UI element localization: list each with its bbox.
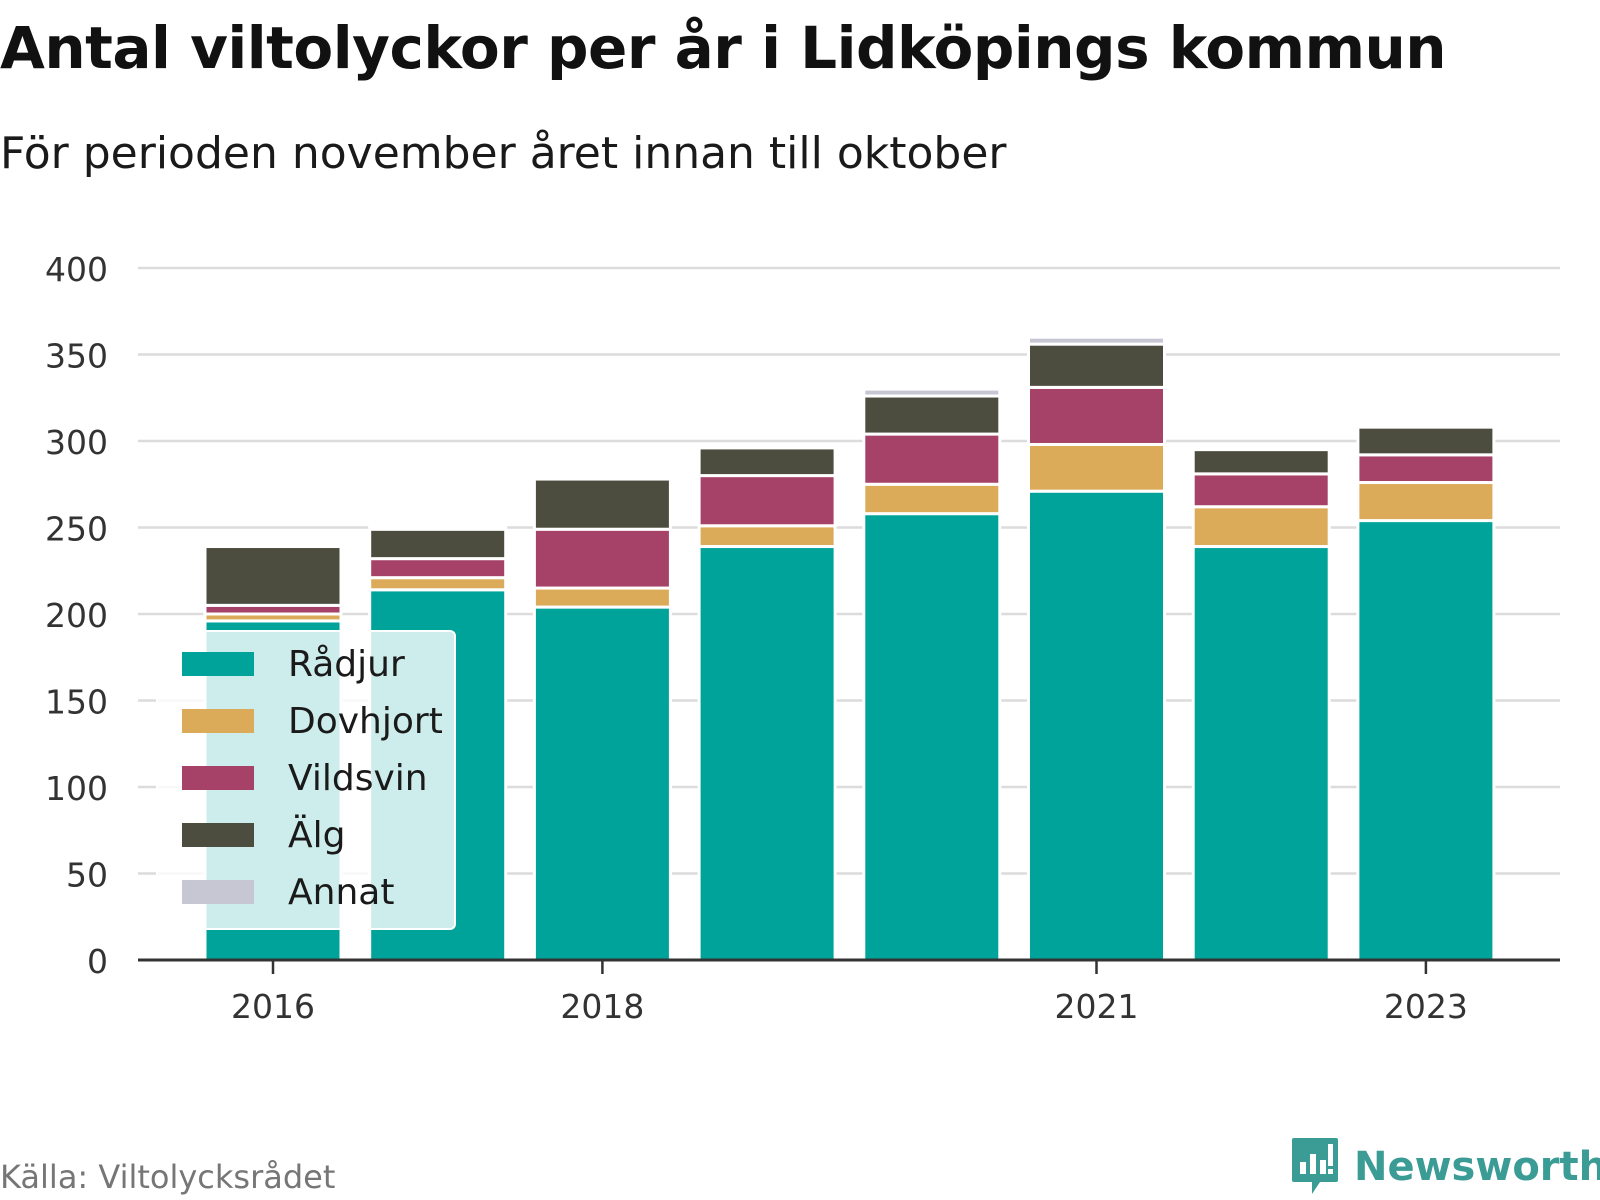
chart-title: Antal viltolyckor per år i Lidköpings ko… <box>0 14 1447 82</box>
y-tick-label: 50 <box>66 856 108 895</box>
bar-segment <box>697 524 837 549</box>
legend-swatch <box>182 766 254 790</box>
bar-segment <box>1027 342 1166 389</box>
legend-item: Älg <box>182 814 346 856</box>
x-tick-label: 2021 <box>1055 987 1139 1026</box>
legend-label: Vildsvin <box>288 757 428 799</box>
bar-segment <box>1191 505 1331 549</box>
bar-segment <box>862 432 1002 486</box>
bars <box>203 335 1496 962</box>
bar-segment <box>532 477 672 531</box>
bar-segment <box>368 527 508 561</box>
bar-segment <box>1027 442 1166 493</box>
bar-segment <box>697 474 837 528</box>
legend-swatch <box>182 880 254 904</box>
bar-segment <box>532 605 672 962</box>
bar-segment <box>697 446 837 478</box>
brand-name: Newsworthy <box>1354 1144 1600 1190</box>
legend-swatch <box>182 709 254 733</box>
legend: Rådjur Dovhjort Vildsvin Älg Annat <box>156 630 456 930</box>
bar-segment <box>203 545 343 607</box>
bar-segment <box>1356 425 1496 457</box>
bar-segment <box>862 387 1002 398</box>
legend-label: Dovhjort <box>288 700 443 742</box>
y-tick-label: 250 <box>45 510 108 549</box>
y-tick-label: 300 <box>45 423 108 462</box>
source-note: Källa: Viltolycksrådet <box>0 1158 336 1196</box>
y-tick-label: 150 <box>45 683 108 722</box>
y-tick-label: 100 <box>45 769 108 808</box>
bar-segment <box>862 482 1002 516</box>
bar-segment <box>1027 335 1166 346</box>
legend-label: Älg <box>288 814 346 856</box>
bar-segment <box>1191 545 1331 962</box>
legend-item: Vildsvin <box>182 757 428 799</box>
bar-segment <box>1027 489 1166 962</box>
bar-segment <box>1356 519 1496 962</box>
legend-item: Rådjur <box>182 643 405 685</box>
bar-segment <box>368 576 508 592</box>
bar-segment <box>368 526 508 531</box>
y-tick-label: 400 <box>45 250 108 289</box>
y-tick-label: 350 <box>45 337 108 376</box>
brand-logo: Newsworthy <box>1290 1136 1600 1198</box>
x-tick-label: 2023 <box>1384 987 1468 1026</box>
bar-segment <box>368 557 508 580</box>
bar-chart-speech-bubble-icon <box>1292 1138 1338 1194</box>
bar-segment <box>862 512 1002 962</box>
bar-segment <box>1356 453 1496 485</box>
bar-segment <box>862 394 1002 436</box>
axes: 0 50 100 150 200 250 300 350 400 2016 2018 2021 2023 <box>45 250 1560 1026</box>
bar-segment <box>1356 481 1496 523</box>
legend-swatch <box>182 823 254 847</box>
legend-label: Annat <box>288 871 395 913</box>
bar-segment <box>1191 448 1331 476</box>
bar-segment <box>532 527 672 590</box>
y-tick-label: 0 <box>87 942 108 981</box>
legend-label: Rådjur <box>288 643 405 685</box>
stacked-bar-chart: 0 50 100 150 200 250 300 350 400 2016 2018 2021 2023 <box>45 250 1560 1026</box>
legend-swatch <box>182 652 254 676</box>
legend-item: Dovhjort <box>182 700 443 742</box>
x-tick-label: 2016 <box>231 987 315 1026</box>
bar-segment <box>532 586 672 609</box>
x-tick-label: 2018 <box>560 987 644 1026</box>
legend-item: Annat <box>182 871 395 913</box>
bar-segment <box>1027 385 1166 446</box>
bar-segment <box>1191 472 1331 509</box>
chart-subtitle: För perioden november året innan till ok… <box>0 128 1007 179</box>
y-tick-label: 200 <box>45 596 108 635</box>
bar-segment <box>697 545 837 962</box>
